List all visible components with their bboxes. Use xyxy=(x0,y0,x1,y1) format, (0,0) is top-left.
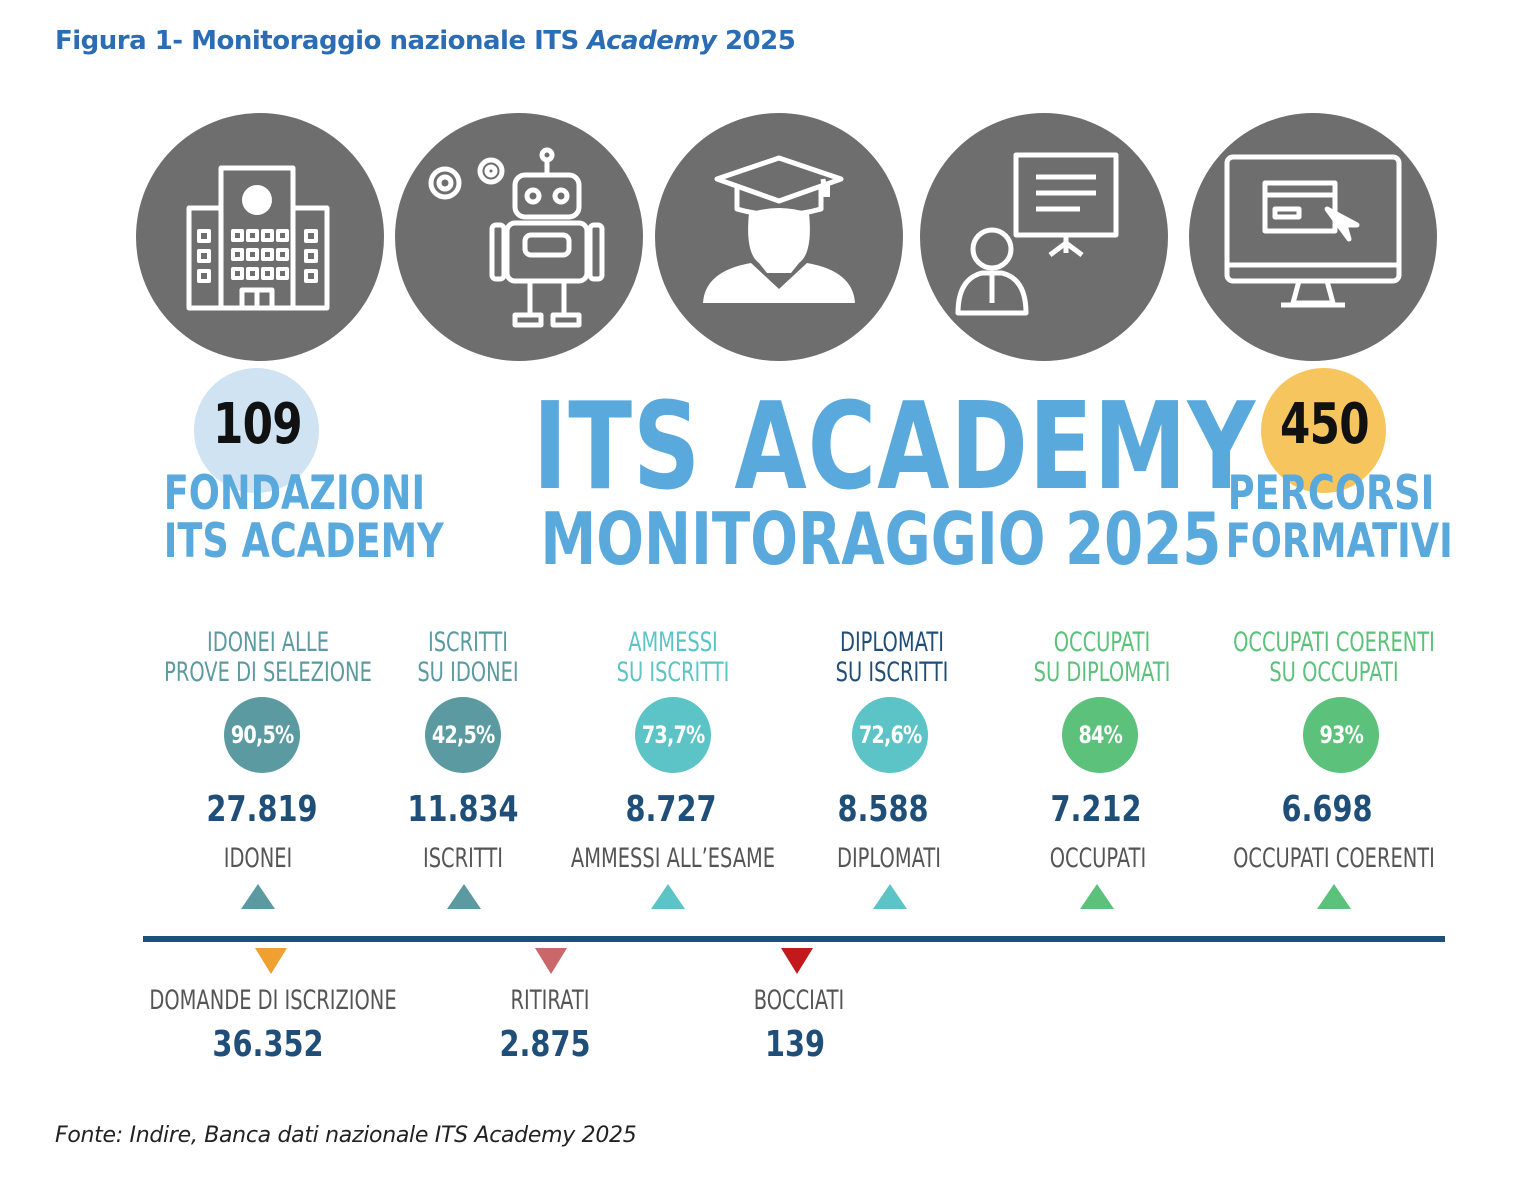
computer-icon xyxy=(1189,113,1437,361)
graduate-icon xyxy=(655,113,903,361)
percent-badge-ammessi: 73,7% xyxy=(635,697,711,773)
percorsi-number: 450 xyxy=(1280,392,1370,457)
count-label-occupati-coerenti: OCCUPATI COERENTI xyxy=(1233,843,1435,874)
down-triangle-icon xyxy=(255,948,287,974)
figure-title-italic: Academy xyxy=(587,26,717,56)
fondazioni-number: 109 xyxy=(213,392,303,457)
bottom-label-bocciati: BOCCIATI xyxy=(753,985,845,1016)
percent-badge-occupati: 84% xyxy=(1062,697,1138,773)
figure-title: Figura 1- Monitoraggio nazionale ITS Aca… xyxy=(55,26,796,56)
percent-badge-iscritti: 42,5% xyxy=(425,697,501,773)
metric-label-ammessi: AMMESSI SU ISCRITTI xyxy=(565,628,781,688)
metric-label-occupati: OCCUPATI SU DIPLOMATI xyxy=(994,628,1210,688)
bottom-label-domande: DOMANDE DI ISCRIZIONE xyxy=(149,985,397,1016)
metric-label-iscritti: ISCRITTI SU IDONEI xyxy=(360,628,576,688)
count-diplomati: 8.588 xyxy=(837,789,929,830)
metric-label-line: IDONEI ALLE xyxy=(207,627,329,658)
fondazioni-label: FONDAZIONI ITS ACADEMY xyxy=(163,466,444,569)
up-triangle-icon xyxy=(1317,884,1351,909)
percent-value: 72,6% xyxy=(858,721,922,749)
figure-title-prefix: Figura 1- Monitoraggio nazionale ITS xyxy=(55,26,588,56)
count-ammessi: 8.727 xyxy=(625,789,717,830)
percent-value: 84% xyxy=(1078,721,1122,749)
metric-label-line: SU DIPLOMATI xyxy=(1033,657,1171,688)
up-triangle-icon xyxy=(447,884,481,909)
percent-badge-occupati-coerenti: 93% xyxy=(1303,697,1379,773)
metric-label-occupati-coerenti: OCCUPATI COERENTI SU OCCUPATI xyxy=(1226,628,1442,688)
highlight-circle-left xyxy=(194,368,319,493)
metric-label-line: ISCRITTI xyxy=(427,627,509,658)
metric-label-line: OCCUPATI xyxy=(1053,627,1151,658)
metric-label-line: SU IDONEI xyxy=(417,657,519,688)
percent-value: 73,7% xyxy=(641,721,705,749)
count-label-diplomati: DIPLOMATI xyxy=(836,843,942,874)
count-label-iscritti: ISCRITTI xyxy=(422,843,504,874)
percent-value: 90,5% xyxy=(230,721,294,749)
bottom-value-ritirati: 2.875 xyxy=(499,1024,591,1065)
count-occupati-coerenti: 6.698 xyxy=(1281,789,1373,830)
percorsi-label: PERCORSI FORMATIVI xyxy=(1225,466,1453,569)
metric-label-line: SU ISCRITTI xyxy=(616,657,730,688)
count-iscritti: 11.834 xyxy=(407,789,519,830)
bottom-value-bocciati: 139 xyxy=(764,1024,826,1065)
percent-badge-diplomati: 72,6% xyxy=(852,697,928,773)
presenter-icon xyxy=(920,113,1168,361)
up-triangle-icon xyxy=(651,884,685,909)
down-triangle-icon xyxy=(535,948,567,974)
building-icon xyxy=(136,113,384,361)
main-subtitle: MONITORAGGIO 2025 xyxy=(540,497,1222,581)
metric-label-line: DIPLOMATI xyxy=(839,627,945,658)
down-triangle-icon xyxy=(781,948,813,974)
percent-value: 93% xyxy=(1319,721,1363,749)
count-label-idonei: IDONEI xyxy=(223,843,293,874)
robot-icon xyxy=(395,113,643,361)
bottom-label-ritirati: RITIRATI xyxy=(510,985,590,1016)
metric-label-line: SU ISCRITTI xyxy=(835,657,949,688)
metric-label-line: AMMESSI xyxy=(628,627,718,658)
count-idonei: 27.819 xyxy=(206,789,318,830)
up-triangle-icon xyxy=(1080,884,1114,909)
main-title: ITS ACADEMY xyxy=(532,378,1256,517)
timeline-axis xyxy=(143,936,1445,942)
metric-label-line: SU OCCUPATI xyxy=(1269,657,1399,688)
bottom-value-domande: 36.352 xyxy=(212,1024,324,1065)
up-triangle-icon xyxy=(873,884,907,909)
percent-badge-idonei: 90,5% xyxy=(224,697,300,773)
count-label-occupati: OCCUPATI xyxy=(1049,843,1147,874)
highlight-circle-right xyxy=(1261,368,1386,493)
metric-label-line: OCCUPATI COERENTI xyxy=(1233,627,1435,658)
fondazioni-label-line2: ITS ACADEMY xyxy=(163,514,444,569)
source-note: Fonte: Indire, Banca dati nazionale ITS … xyxy=(55,1123,637,1148)
percent-value: 42,5% xyxy=(431,721,495,749)
count-label-ammessi: AMMESSI ALL’ESAME xyxy=(570,843,776,874)
metric-label-diplomati: DIPLOMATI SU ISCRITTI xyxy=(784,628,1000,688)
fondazioni-label-line1: FONDAZIONI xyxy=(163,466,426,521)
figure-title-suffix: 2025 xyxy=(716,26,796,56)
metric-label-idonei: IDONEI ALLE PROVE DI SELEZIONE xyxy=(160,628,376,688)
percorsi-label-line1: PERCORSI xyxy=(1227,466,1435,521)
up-triangle-icon xyxy=(241,884,275,909)
metric-label-line: PROVE DI SELEZIONE xyxy=(164,657,372,688)
count-occupati: 7.212 xyxy=(1050,789,1142,830)
percorsi-label-line2: FORMATIVI xyxy=(1225,514,1453,569)
